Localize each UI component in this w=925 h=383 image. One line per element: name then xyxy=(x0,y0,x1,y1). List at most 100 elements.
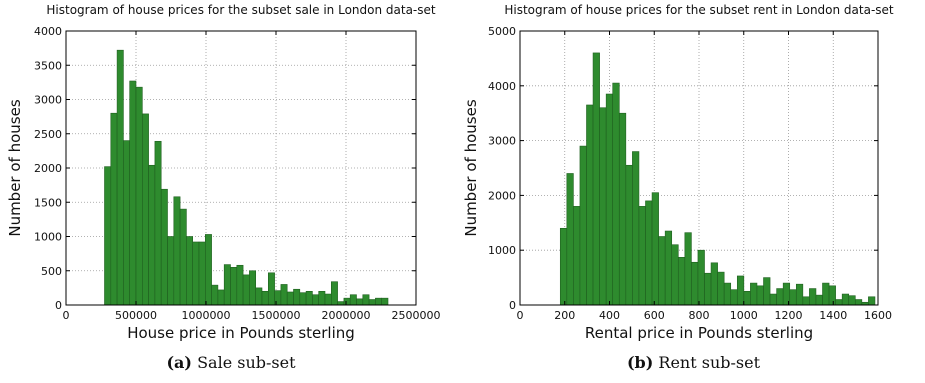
rent-bar xyxy=(710,262,718,306)
rent-bar xyxy=(750,282,758,306)
sale-bar xyxy=(242,274,250,306)
rent-title: Histogram of house prices for the subset… xyxy=(504,3,894,17)
rent-x-tick-label: 0 xyxy=(517,309,524,322)
sale-bar xyxy=(123,140,131,306)
rent-bar xyxy=(664,230,673,306)
rent-bar xyxy=(789,289,797,306)
sale-y-tick-label: 4000 xyxy=(34,25,62,38)
sale-bar xyxy=(337,301,345,306)
sale-bar xyxy=(104,166,112,306)
sale-bar xyxy=(286,291,294,306)
sale-bar xyxy=(110,112,118,306)
caption-b-text: Rent sub-set xyxy=(658,353,761,372)
sale-bar xyxy=(205,234,212,306)
sale-histogram-panel: Histogram of house prices for the subset… xyxy=(0,0,462,383)
rent-y-tick-label: 4000 xyxy=(488,80,516,93)
rent-x-tick-label: 800 xyxy=(689,309,710,322)
rent-x-tick-label: 1400 xyxy=(819,309,847,322)
sale-bar xyxy=(167,236,175,306)
rent-bar xyxy=(592,52,600,306)
sale-y-tick-label: 3000 xyxy=(34,94,62,107)
rent-bar xyxy=(573,206,581,306)
rent-bar xyxy=(717,271,725,306)
sale-bar xyxy=(230,267,238,306)
sale-bar xyxy=(173,196,181,306)
rent-y-tick-label: 2000 xyxy=(488,189,516,202)
sale-x-tick-label: 2000000 xyxy=(322,309,371,322)
sale-bar xyxy=(148,164,156,306)
sale-bar xyxy=(255,287,263,306)
sale-x-axis-label: House price in Pounds sterling xyxy=(127,324,355,342)
rent-bar xyxy=(868,296,876,306)
rent-bar xyxy=(559,227,568,306)
rent-bar xyxy=(671,244,679,306)
rent-y-tick-label: 0 xyxy=(509,299,516,312)
rent-bar xyxy=(822,282,830,306)
rent-bar xyxy=(854,299,863,306)
sale-y-tick-label: 1000 xyxy=(34,231,62,244)
sale-y-tick-label: 2000 xyxy=(34,162,62,175)
sale-x-tick-label: 1500000 xyxy=(252,309,301,322)
sale-bar xyxy=(236,264,244,306)
caption-b: (b) Rent sub-set xyxy=(462,353,925,372)
sale-bar xyxy=(343,297,351,306)
sale-y-tick-label: 3500 xyxy=(34,59,62,72)
sale-bar xyxy=(349,294,357,306)
rent-bar xyxy=(723,282,732,306)
rent-bar xyxy=(802,296,810,306)
caption-a: (a) Sale sub-set xyxy=(0,353,462,372)
sale-y-tick-label: 500 xyxy=(41,265,62,278)
rent-bar xyxy=(795,283,804,306)
sale-y-tick-label: 1500 xyxy=(34,196,62,209)
sale-bar xyxy=(356,298,364,306)
rent-bar xyxy=(638,206,646,306)
sale-x-tick-label: 2500000 xyxy=(392,309,441,322)
rent-y-tick-label: 5000 xyxy=(488,25,516,38)
rent-bar xyxy=(632,151,640,306)
sale-y-tick-label: 2500 xyxy=(34,128,62,141)
rent-bar xyxy=(776,288,784,306)
rent-bar xyxy=(815,294,823,306)
sale-bar xyxy=(312,294,319,306)
sale-bar xyxy=(261,290,269,306)
sale-bar xyxy=(305,290,313,306)
rent-bar xyxy=(769,293,777,306)
sale-x-tick-label: 0 xyxy=(63,309,70,322)
sale-bar xyxy=(135,86,143,306)
caption-b-letter: (b) xyxy=(626,353,654,372)
sale-bar xyxy=(142,113,149,306)
sale-bar xyxy=(198,241,206,306)
sale-y-tick-label: 0 xyxy=(55,299,62,312)
sale-bar xyxy=(318,290,326,306)
rent-bar xyxy=(618,112,627,306)
rent-x-tick-label: 1000 xyxy=(730,309,758,322)
caption-a-letter: (a) xyxy=(166,353,192,372)
rent-x-tick-label: 600 xyxy=(644,309,665,322)
sale-bar xyxy=(192,241,200,306)
sale-bar xyxy=(324,293,332,306)
rent-bar xyxy=(704,272,712,306)
sale-bar xyxy=(293,288,301,306)
rent-x-tick-label: 400 xyxy=(599,309,620,322)
sale-y-axis-label: Number of houses xyxy=(6,99,24,236)
sale-bar xyxy=(223,264,231,306)
rent-bar xyxy=(658,236,666,306)
sale-bar xyxy=(280,284,288,306)
sale-bar xyxy=(211,284,219,306)
rent-y-tick-label: 3000 xyxy=(488,135,516,148)
sale-bar xyxy=(375,297,382,306)
rent-bar xyxy=(828,285,836,306)
rent-bar xyxy=(586,104,594,306)
rent-bar xyxy=(677,257,686,306)
rent-bar xyxy=(835,299,843,306)
rent-bar xyxy=(612,82,620,306)
sale-bar xyxy=(154,140,162,306)
rent-bar xyxy=(848,295,856,306)
sale-bar xyxy=(160,188,168,306)
caption-a-text: Sale sub-set xyxy=(197,353,296,372)
sale-histogram-chart: Histogram of house prices for the subset… xyxy=(6,3,441,342)
rent-bar xyxy=(841,293,850,306)
sale-bar xyxy=(381,297,389,306)
rent-x-tick-label: 1600 xyxy=(864,309,892,322)
sale-bar xyxy=(362,294,370,306)
